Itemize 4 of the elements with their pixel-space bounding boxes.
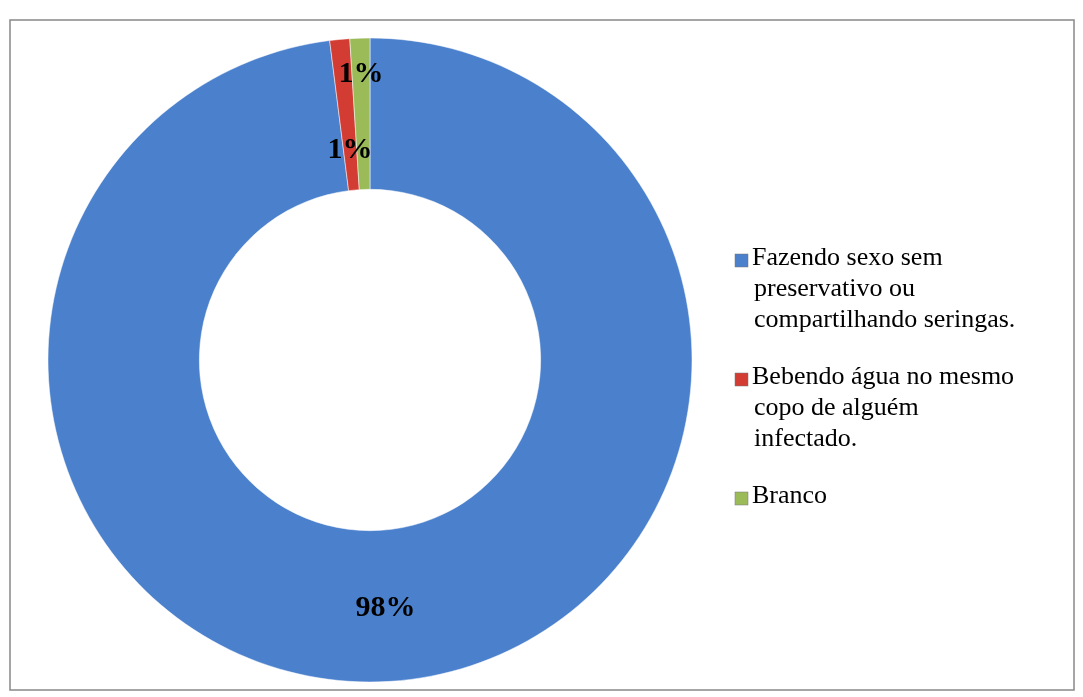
data-label: 98% — [355, 589, 416, 623]
legend-label: Fazendo sexo sem preservativo ou compartilhando seringas. — [752, 242, 1016, 333]
legend-label: Branco — [752, 480, 828, 509]
legend-label: Bebendo água no mesmo copo de alguém infectado. — [752, 361, 1015, 452]
